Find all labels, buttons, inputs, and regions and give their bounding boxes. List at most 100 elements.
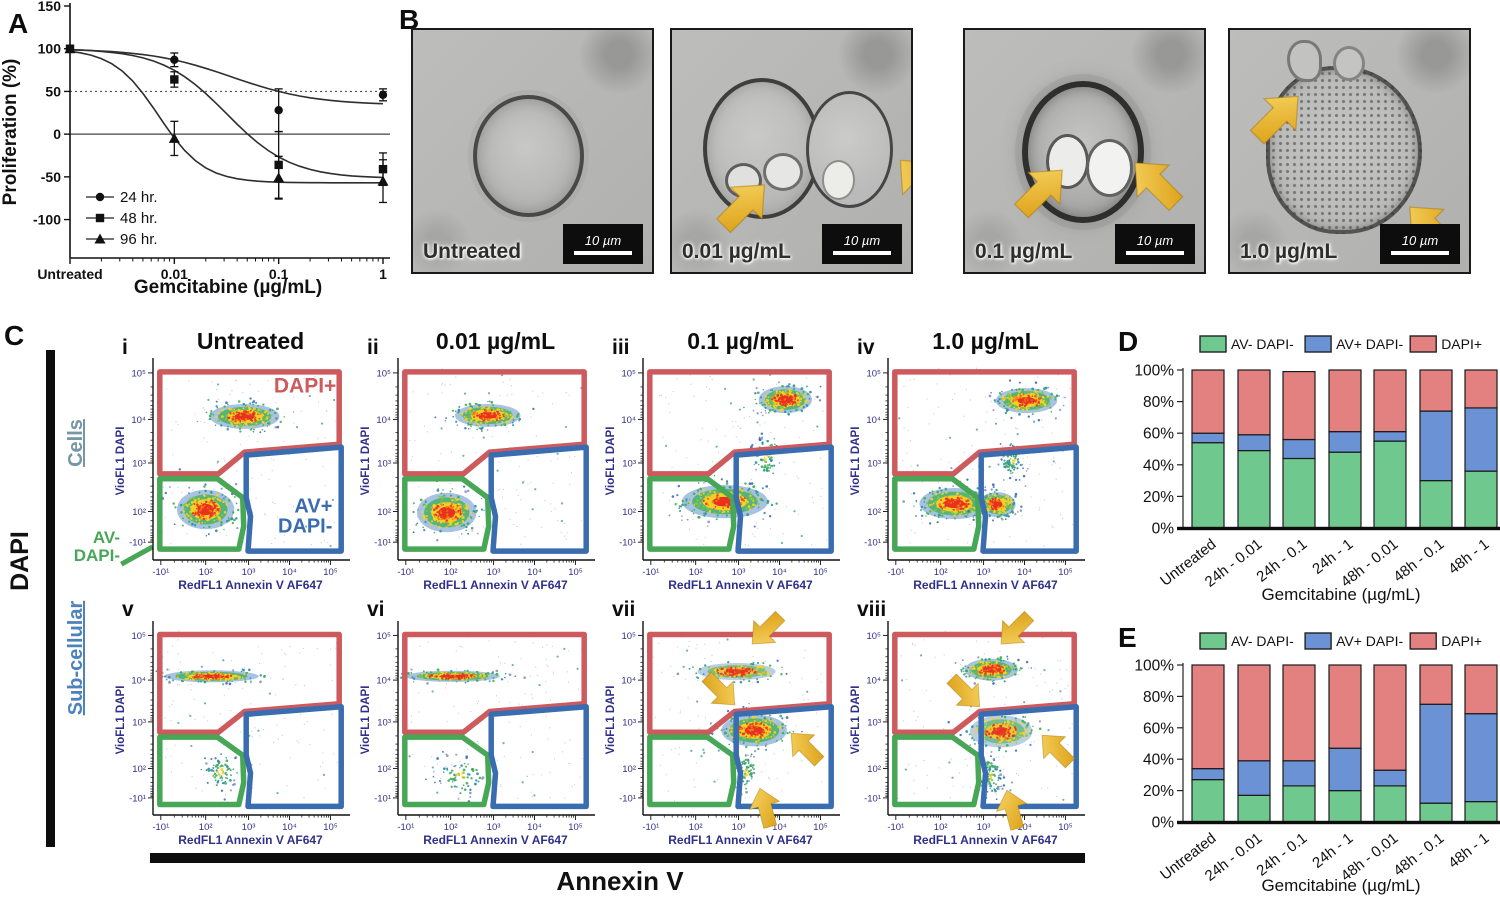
scatter-dot <box>760 437 764 440</box>
scatter-dot <box>463 762 466 765</box>
scatter-dot <box>457 411 460 414</box>
scatter-dot <box>186 674 189 677</box>
scatter-dot <box>967 509 970 513</box>
scatter-dot <box>436 515 439 518</box>
scatter-dot <box>988 394 992 398</box>
scatter-dot <box>770 431 772 434</box>
scatter-dot <box>720 675 723 678</box>
scatter-dot <box>970 506 973 509</box>
y-tick-label: 10⁵ <box>131 368 146 379</box>
scatter-dot <box>213 519 216 522</box>
scatter-dot <box>735 420 737 423</box>
y-tick-label: 10² <box>377 764 391 775</box>
scatter-dot <box>734 669 738 672</box>
scatter-dot <box>319 766 322 768</box>
scatter-dot <box>762 728 765 732</box>
scatter-dot <box>806 399 809 402</box>
scatter-dot <box>820 457 822 459</box>
scatter-dot <box>331 679 333 681</box>
scatter-dot <box>700 439 702 441</box>
scatter-dot <box>1062 396 1064 398</box>
scatter-dot <box>695 538 697 541</box>
scatter-dot <box>1011 504 1014 508</box>
scatter-dot <box>542 646 544 649</box>
scatter-dot <box>967 666 970 669</box>
scatter-dot <box>214 765 217 768</box>
scatter-dot <box>550 460 552 462</box>
scatter-dot <box>940 458 942 460</box>
scatter-dot <box>443 494 446 497</box>
scatter-dot <box>995 744 997 746</box>
scatter-dot <box>784 389 787 392</box>
scatter-dot <box>480 423 482 426</box>
scatter-dot <box>690 749 693 752</box>
scatter-dot <box>1022 467 1024 470</box>
scatter-dot <box>693 508 696 511</box>
scatter-dot <box>417 692 420 694</box>
scatter-dot <box>998 402 1001 405</box>
scatter-dot <box>227 425 229 428</box>
x-axis-title: RedFL1 Annexin V AF647 <box>913 578 1058 592</box>
scatter-dot <box>459 645 461 648</box>
scatter-dot <box>530 481 532 484</box>
scatter-dot <box>474 672 477 675</box>
data-point-triangle <box>64 43 76 54</box>
scatter-dot <box>816 678 818 680</box>
scatter-dot <box>185 503 188 506</box>
scatter-dot <box>725 503 728 506</box>
x-axis-title: RedFL1 Annexin V AF647 <box>913 833 1058 847</box>
scatter-dot <box>741 489 744 492</box>
scatter-dot <box>210 507 213 510</box>
x-tick-label: 10² <box>444 822 458 833</box>
x-tick-label: 10² <box>689 822 703 833</box>
scatter-dot <box>469 791 472 795</box>
scatter-dot <box>488 674 490 677</box>
scatter-dot <box>1035 399 1038 402</box>
scatter-dot <box>964 515 967 517</box>
scatter-dot <box>447 779 450 782</box>
scatter-dot <box>754 735 757 738</box>
scatter-dot <box>757 527 759 529</box>
scatter-dot <box>720 478 723 481</box>
scatter-dot <box>486 429 489 431</box>
scatter-dot <box>1003 459 1006 462</box>
scatter-dot <box>457 502 460 506</box>
scatter-dot <box>988 492 990 494</box>
scatter-dot <box>959 505 962 508</box>
scatter-dot <box>474 510 478 514</box>
scatter-dot <box>743 727 746 730</box>
scatter-dot <box>729 402 733 405</box>
scatter-dot <box>193 502 196 506</box>
scatter-dot <box>455 650 457 652</box>
scatter-dot <box>268 408 272 412</box>
scatter-dot <box>272 417 274 420</box>
scatter-dot <box>759 402 761 405</box>
scatter-dot <box>333 753 335 755</box>
scatter-dot <box>503 423 506 426</box>
scatter-dot <box>1031 401 1034 404</box>
scatter-dot <box>756 678 759 681</box>
scatter-dot <box>519 726 521 728</box>
scatter-dot <box>1004 396 1007 399</box>
scatter-dot <box>903 427 905 429</box>
scatter-dot <box>241 676 244 679</box>
scatter-dot <box>454 410 457 413</box>
scatter-dot <box>407 671 410 675</box>
scatter-dot <box>220 753 223 756</box>
scatter-dot <box>719 496 723 500</box>
scatter-dot <box>326 410 328 413</box>
scatter-dot <box>451 764 453 766</box>
x-tick-label: 10⁴ <box>282 822 297 833</box>
scatter-dot <box>957 500 960 503</box>
scatter-dot <box>235 380 237 382</box>
scatter-dot <box>469 428 471 430</box>
scatter-dot <box>1007 465 1010 468</box>
scatter-dot <box>164 517 166 519</box>
scatter-dot <box>1036 685 1038 687</box>
x-tick-label: 10³ <box>487 822 501 833</box>
scatter-dot <box>798 436 800 438</box>
scatter-dot <box>1004 703 1006 705</box>
scatter-dot <box>440 453 442 455</box>
scatter-dot <box>209 514 213 518</box>
